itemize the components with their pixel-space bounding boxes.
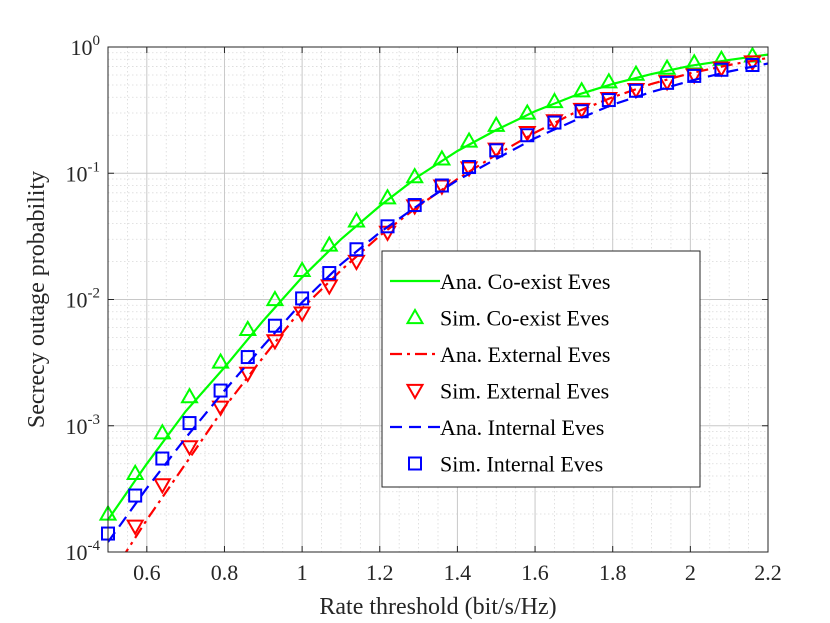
series-marker-sim-co-exist-eves <box>378 188 397 205</box>
series-marker-sim-internal-eves <box>574 104 589 119</box>
series-marker-sim-internal-eves <box>629 83 643 98</box>
series-marker-sim-internal-eves <box>295 291 310 306</box>
series-marker-sim-internal-eves <box>349 242 364 257</box>
x-tick-label: 0.6 <box>133 560 161 585</box>
series-marker-sim-co-exist-eves <box>211 352 230 369</box>
series-marker-sim-internal-eves <box>687 68 702 83</box>
legend-label-ana-external-eves: Ana. External Eves <box>440 342 610 367</box>
series-marker-sim-co-exist-eves <box>459 131 479 148</box>
series-marker-sim-external-eves <box>320 279 339 296</box>
x-tick-label: 1.2 <box>366 560 394 585</box>
legend-label-sim-external-eves: Sim. External Eves <box>440 379 609 404</box>
series-marker-sim-external-eves <box>180 440 199 457</box>
series-marker-sim-co-exist-eves <box>238 319 257 336</box>
legend-box <box>381 250 701 488</box>
y-tick-label: 10-3 <box>66 412 101 439</box>
series-marker-sim-external-eves <box>459 161 479 178</box>
series-marker-sim-external-eves <box>265 334 285 351</box>
x-tick-label: 2 <box>685 560 696 585</box>
series-marker-sim-internal-eves <box>213 383 228 398</box>
series-marker-sim-co-exist-eves <box>545 91 564 109</box>
series-marker-sim-external-eves <box>712 61 731 78</box>
series-marker-sim-co-exist-eves <box>125 463 145 480</box>
series-marker-sim-internal-eves <box>182 416 197 431</box>
series-marker-sim-external-eves <box>545 114 564 131</box>
x-tick-label: 1 <box>297 560 308 585</box>
series-marker-sim-external-eves <box>572 102 591 119</box>
series-marker-sim-co-exist-eves <box>712 49 731 66</box>
axes <box>107 46 769 553</box>
series-marker-sim-internal-eves <box>462 160 477 175</box>
series-marker-sim-co-exist-eves <box>320 235 339 252</box>
series-marker-sim-internal-eves <box>407 198 422 213</box>
series-marker-sim-external-eves <box>743 55 762 72</box>
series-marker-sim-co-exist-eves <box>487 115 506 132</box>
x-tick-label: 0.8 <box>211 560 239 585</box>
series-marker-sim-internal-eves <box>267 318 282 333</box>
y-tick-label: 100 <box>71 33 101 60</box>
series-marker-sim-co-exist-eves <box>265 289 285 307</box>
legend-label-sim-co-exist-eves: Sim. Co-exist Eves <box>440 306 609 331</box>
series-marker-sim-internal-eves <box>601 93 616 108</box>
x-tick-label: 2.2 <box>754 560 782 585</box>
series-marker-sim-internal-eves <box>489 143 504 158</box>
series-marker-sim-internal-eves <box>434 178 449 193</box>
series-marker-sim-internal-eves <box>714 62 729 77</box>
series-marker-sim-internal-eves <box>547 115 562 130</box>
legend-swatch-sim-co-exist-eves <box>405 307 425 325</box>
y-tick-label: 10-1 <box>66 159 101 186</box>
series-marker-sim-co-exist-eves <box>432 149 452 166</box>
series-marker-sim-internal-eves <box>322 266 337 281</box>
y-tick-label: 10-4 <box>66 538 101 565</box>
series-marker-sim-co-exist-eves <box>572 81 591 98</box>
series-marker-sim-external-eves <box>153 478 172 495</box>
series-marker-sim-internal-eves <box>128 488 143 503</box>
series-marker-sim-co-exist-eves <box>180 387 199 404</box>
series-line-ana-internal-eves <box>108 62 768 543</box>
series-marker-sim-internal-eves <box>240 350 255 365</box>
series-marker-sim-external-eves <box>125 519 145 536</box>
legend-swatch-sim-external-eves <box>405 383 425 401</box>
series-marker-sim-external-eves <box>292 306 312 323</box>
series-marker-sim-internal-eves <box>155 451 170 466</box>
legend-label-ana-co-exist-eves: Ana. Co-exist Eves <box>440 269 610 294</box>
series-marker-sim-co-exist-eves <box>405 167 424 184</box>
tick-labels: 0.6 0.8 1 1.2 1.4 1.6 1.8 2 2.2 10-4 10-3 10-2 10-1 1… <box>66 33 782 585</box>
series-marker-sim-external-eves <box>211 400 230 417</box>
series-marker-sim-external-eves <box>518 125 537 143</box>
series-marker-sim-co-exist-eves <box>292 260 312 278</box>
series-marker-sim-internal-eves <box>660 75 675 90</box>
x-axis-label: Rate threshold (bit/s/Hz) <box>319 594 556 620</box>
series-line-ana-external-eves <box>124 56 768 552</box>
series-marker-sim-co-exist-eves <box>599 72 619 89</box>
x-tick-label: 1.8 <box>599 560 627 585</box>
series-marker-sim-internal-eves <box>520 128 535 143</box>
series-marker-sim-external-eves <box>599 92 619 109</box>
series-marker-sim-co-exist-eves <box>518 103 537 120</box>
series-marker-sim-external-eves <box>405 199 424 216</box>
y-axis-label: Secrecy outage probability <box>24 171 50 428</box>
series-marker-sim-co-exist-eves <box>153 423 172 440</box>
plot-area <box>98 46 768 552</box>
legend: Ana. Co-exist Eves Sim. Co-exist Eves Ana.… <box>381 250 701 488</box>
series-marker-sim-co-exist-eves <box>626 64 646 81</box>
series-marker-sim-external-eves <box>238 366 257 383</box>
x-tick-label: 1.4 <box>444 560 472 585</box>
series-marker-sim-internal-eves <box>745 58 760 73</box>
series-marker-sim-internal-eves <box>380 219 395 234</box>
legend-label-ana-internal-eves: Ana. Internal Eves <box>440 415 604 440</box>
legend-label-sim-internal-eves: Sim. Internal Eves <box>440 452 603 477</box>
series-marker-sim-co-exist-eves <box>347 211 366 228</box>
legend-swatch-sim-internal-eves <box>408 456 422 471</box>
y-tick-label: 10-2 <box>66 286 101 313</box>
x-tick-label: 1.6 <box>521 560 549 585</box>
series-marker-sim-co-exist-eves <box>657 58 677 75</box>
series-marker-sim-external-eves <box>432 179 452 196</box>
